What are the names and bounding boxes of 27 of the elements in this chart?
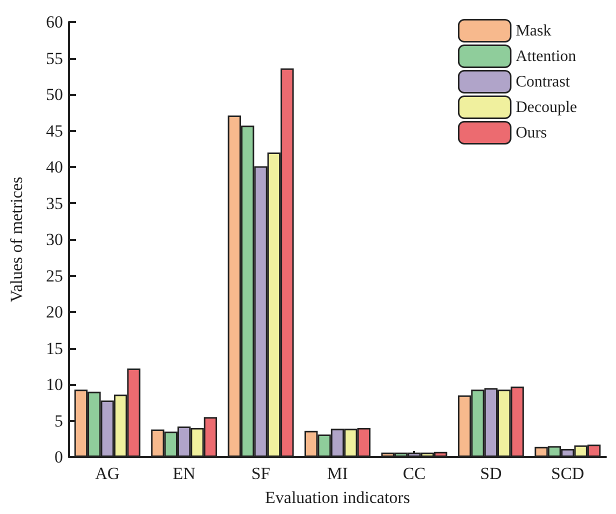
y-tick-label: 10 [46, 375, 63, 394]
x-tick-label: SF [251, 464, 270, 483]
x-tick-label: CC [402, 464, 426, 483]
x-tick-label: AG [95, 464, 120, 483]
y-axis-title: Values of metrices [7, 176, 26, 302]
legend-label: Mask [516, 22, 552, 40]
legend-label: Decouple [516, 98, 578, 116]
x-axis-title: Evaluation indicators [265, 488, 410, 507]
legend-label: Attention [516, 48, 576, 65]
y-tick-label: 35 [46, 194, 63, 213]
legend-label: Contrast [516, 73, 570, 90]
y-tick-label: 25 [46, 266, 63, 286]
y-tick-label: 5 [54, 411, 63, 430]
x-tick-label: SD [480, 464, 502, 483]
y-tick-label: 55 [46, 48, 63, 68]
y-tick-label: 15 [46, 338, 63, 358]
y-tick-label: 60 [46, 12, 63, 32]
y-tick-label: 0 [54, 448, 63, 466]
x-tick-label: SCD [551, 464, 584, 483]
y-tick-label: 40 [46, 158, 63, 176]
y-tick-label: 20 [46, 302, 63, 322]
y-tick-label: 30 [46, 230, 63, 249]
legend-label: Ours [516, 124, 547, 142]
x-tick-label: MI [327, 464, 348, 483]
x-tick-label: EN [172, 464, 196, 483]
y-tick-label: 50 [46, 85, 63, 104]
y-tick-label: 45 [46, 121, 63, 140]
